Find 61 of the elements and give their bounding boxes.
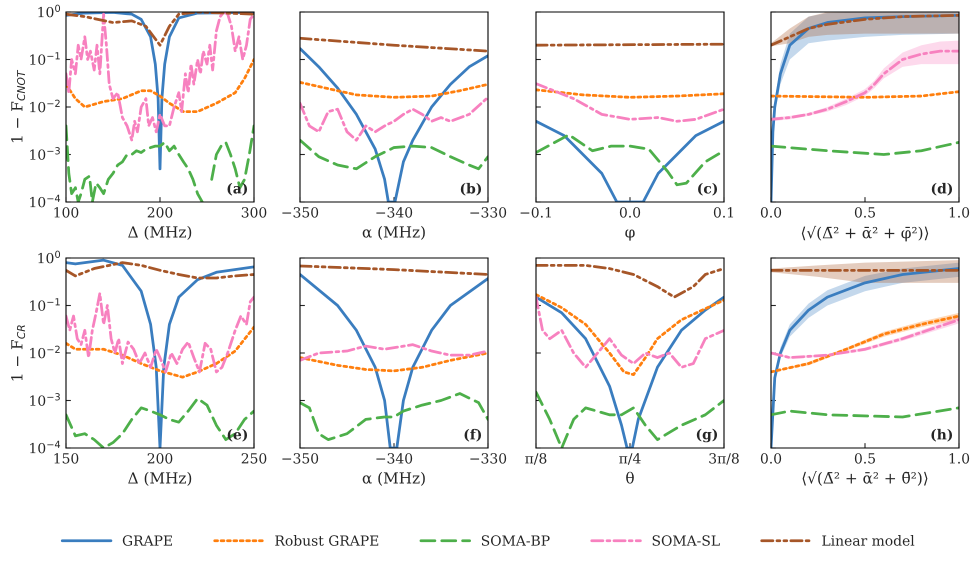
x-tick-label: 0.5	[854, 207, 875, 218]
line-series	[66, 258, 254, 448]
y-axis-title: 1 − F$_{CNOT}$	[11, 70, 26, 142]
x-tick-label: 200	[148, 207, 172, 218]
x-axis-title: θ	[626, 472, 634, 484]
x-tick-label: 0.0	[760, 207, 782, 218]
x-tick-label: 200	[148, 453, 172, 464]
x-tick-label: 300	[242, 207, 266, 218]
x-axis-title: φ	[625, 230, 635, 241]
y-axis-title: 1 − F$_{CR}$	[11, 325, 26, 380]
y-tick-label: 10$^{−1}$	[30, 52, 60, 65]
x-tick-label: 0.0	[760, 453, 782, 464]
x-axis-title: Δ (MHz)	[128, 226, 192, 240]
legend-label: Linear model	[822, 535, 914, 546]
x-tick-label: 150	[54, 453, 78, 464]
y-tick-label: 10$^{0}$	[38, 250, 60, 264]
legend-label: Robust GRAPE	[275, 535, 378, 546]
x-axis-title: ⟨√(Δ̄² + ᾱ² + θ̄²)⟩	[802, 471, 928, 486]
y-tick-label: 10$^{−1}$	[30, 298, 60, 311]
x-tick-label: −340	[376, 207, 412, 218]
x-tick-label: −350	[282, 453, 318, 464]
annotation: (d)	[932, 182, 952, 196]
x-tick-label: −0.1	[520, 207, 551, 218]
x-tick-label: 250	[242, 453, 266, 464]
x-tick-label: 0.0	[620, 207, 640, 218]
line-series	[66, 326, 254, 379]
line-series	[66, 58, 254, 113]
y-tick-label: 10$^{−2}$	[30, 100, 60, 112]
legend-label: GRAPE	[122, 535, 172, 546]
x-tick-label: −330	[470, 207, 506, 218]
y-tick-label: 10$^{−3}$	[30, 147, 60, 160]
y-tick-label: 10$^{−4}$	[30, 194, 60, 208]
x-axis-title: α (MHz)	[362, 472, 425, 486]
y-tick-label: 10$^{−3}$	[30, 393, 60, 406]
annotation: (h)	[931, 428, 952, 442]
annotation: (f)	[464, 428, 482, 442]
x-tick-label: 1.0	[950, 453, 970, 464]
x-axis-title: α (MHz)	[362, 226, 425, 240]
x-tick-label: 1.0	[950, 207, 970, 218]
x-tick-label: 0.5	[854, 453, 875, 464]
x-tick-label: 0.1	[714, 207, 734, 218]
y-tick-label: 10$^{−2}$	[30, 346, 60, 358]
x-tick-label: π/8	[525, 453, 546, 465]
x-axis-title: ⟨√(Δ̄² + ᾱ² + φ̄²)⟩	[802, 226, 928, 242]
annotation: (b)	[460, 182, 482, 196]
line-series	[66, 292, 254, 374]
y-tick-label: 10$^{−4}$	[30, 440, 60, 454]
legend-label: SOMA-BP	[482, 535, 550, 546]
x-tick-label: π/4	[619, 453, 641, 465]
x-tick-label: −340	[376, 453, 412, 464]
annotation: (g)	[696, 428, 718, 442]
x-tick-label: −330	[470, 453, 506, 464]
annotation: (a)	[228, 182, 248, 196]
x-tick-label: 100	[54, 207, 78, 218]
y-tick-label: 10$^{0}$	[38, 4, 60, 18]
x-tick-label: −350	[282, 207, 318, 218]
x-tick-label: 3π/8	[709, 453, 739, 465]
legend-label: SOMA-SL	[652, 535, 720, 546]
x-axis-title: Δ (MHz)	[128, 472, 192, 486]
annotation: (c)	[698, 182, 718, 196]
line-series	[66, 261, 254, 280]
